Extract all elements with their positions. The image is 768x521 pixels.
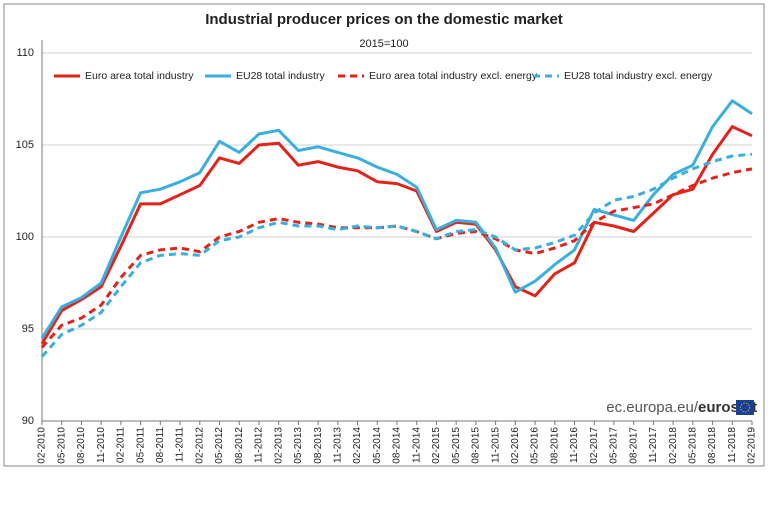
x-tick-label: 02-2015: [431, 427, 442, 464]
y-tick-label: 95: [22, 323, 34, 335]
eu-flag: [736, 400, 754, 415]
x-tick-label: 02-2017: [589, 427, 600, 464]
x-tick-label: 02-2013: [273, 427, 284, 464]
x-tick-label: 08-2011: [155, 427, 166, 463]
x-tick-label: 11-2011: [175, 427, 186, 463]
x-tick-label: 08-2010: [76, 427, 87, 464]
legend-label: Euro area total industry: [85, 70, 194, 82]
x-tick-label: 11-2014: [411, 427, 422, 463]
x-tick-label: 05-2014: [372, 427, 383, 464]
series-line: [40, 152, 753, 358]
x-tick-label: 08-2013: [313, 427, 324, 464]
x-tick-label: 11-2017: [648, 427, 659, 463]
x-tick-label: 02-2014: [352, 427, 363, 464]
x-tick-label: 05-2017: [609, 427, 620, 464]
x-tick-label: 05-2013: [293, 427, 304, 464]
x-tick-label: 02-2012: [194, 427, 205, 464]
chart-subtitle: 2015=100: [359, 38, 408, 50]
x-tick-label: 11-2010: [96, 427, 107, 463]
x-tick-label: 11-2013: [332, 427, 343, 463]
legend-label: Euro area total industry excl. energy: [369, 70, 538, 82]
x-tick-label: 11-2018: [727, 427, 738, 463]
y-tick-label: 105: [16, 139, 34, 151]
x-tick-label: 11-2012: [254, 427, 265, 463]
eu-stars: [740, 402, 750, 413]
y-tick-label: 90: [22, 415, 34, 427]
source-prefix: ec.europa.eu/: [606, 399, 699, 416]
series-line: [40, 125, 753, 345]
x-tick-label: 05-2015: [451, 427, 462, 464]
x-tick-label: 08-2014: [392, 427, 403, 464]
legend-label: EU28 total industry: [236, 70, 325, 82]
x-tick-label: 08-2016: [549, 427, 560, 464]
chart-title: Industrial producer prices on the domest…: [205, 11, 563, 28]
x-tick-label: 02-2011: [116, 427, 127, 463]
x-tick-label: 05-2016: [530, 427, 541, 464]
y-tick-label: 110: [16, 47, 34, 59]
x-tick-label: 02-2019: [747, 427, 758, 464]
x-tick-label: 05-2010: [56, 427, 67, 464]
series-line: [40, 99, 753, 339]
x-tick-label: 05-2011: [135, 427, 146, 463]
x-tick-label: 05-2018: [687, 427, 698, 464]
x-tick-label: 02-2018: [668, 427, 679, 464]
y-tick-label: 100: [16, 231, 34, 243]
chart-frame: [3, 3, 765, 467]
x-tick-label: 08-2015: [471, 427, 482, 464]
legend-label: EU28 total industry excl. energy: [564, 70, 713, 82]
x-tick-label: 08-2018: [707, 427, 718, 464]
x-tick-label: 02-2016: [510, 427, 521, 464]
x-tick-label: 11-2016: [569, 427, 580, 463]
x-tick-label: 11-2015: [490, 427, 501, 463]
x-tick-label: 08-2017: [628, 427, 639, 464]
x-tick-label: 08-2012: [234, 427, 245, 464]
x-tick-label: 02-2010: [37, 427, 48, 464]
series-line: [40, 167, 753, 349]
x-tick-label: 05-2012: [214, 427, 225, 464]
